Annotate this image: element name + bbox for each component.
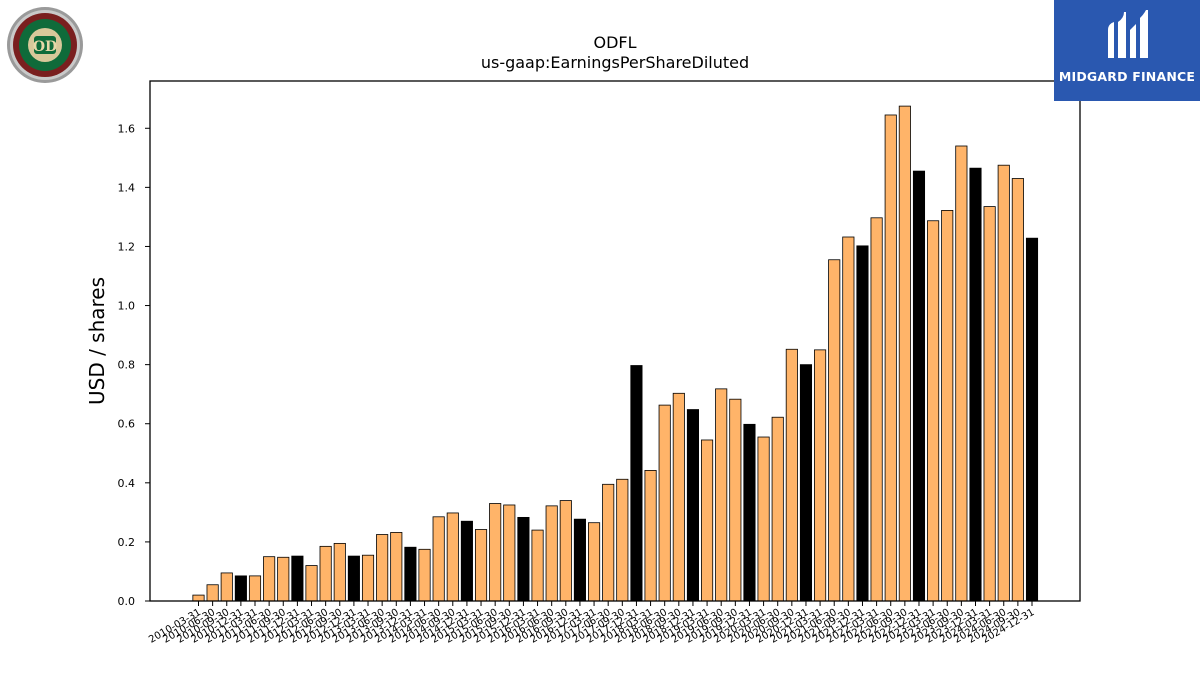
bar-2016-03-31 [531,529,544,602]
bar-2014-03-31 [418,548,431,602]
bar-2023-09-30 [955,145,968,602]
bar-2017-12-31 [630,365,643,602]
y-tick-label: 0.2 [118,536,136,549]
bar-2022-09-30 [898,105,911,602]
bar-2013-09-30 [390,532,403,602]
bar-2024-03-31 [983,206,996,602]
bar-2020-06-30 [771,416,784,602]
plot-frame [149,80,1081,602]
bar-2021-12-31 [856,245,869,602]
bar-2023-06-30 [941,210,954,602]
bar-2012-12-31 [347,555,360,602]
y-tick-label: 1.4 [118,181,136,194]
bar-2015-12-31 [517,516,530,602]
y-tick-label: 1.0 [118,300,136,313]
bar-2023-03-31 [927,220,940,602]
bar-2012-09-30 [333,542,346,602]
bar-2020-03-31 [757,436,770,602]
bar-2018-09-30 [672,392,685,602]
odfl-logo: OD [6,6,84,84]
bar-2010-03-31 [192,594,205,602]
bar-2014-06-30 [432,516,445,602]
bar-2015-03-31 [474,529,488,602]
bar-2024-06-30 [997,164,1010,602]
midgard-monogram-icon [1108,10,1148,58]
bar-2014-12-31 [460,520,473,602]
bar-2011-03-31 [248,575,262,602]
bar-2015-06-30 [489,503,502,602]
bar-2014-09-30 [446,512,459,602]
bar-2019-03-31 [701,439,714,602]
bar-2010-09-30 [220,572,233,602]
bar-2019-06-30 [715,388,728,602]
bar-2022-12-31 [912,170,926,602]
bar-2020-09-30 [785,348,798,602]
bar-2016-09-30 [559,500,572,602]
bar-2024-09-30 [1011,178,1024,602]
y-tick-label: 0.8 [118,359,136,372]
bar-2016-06-30 [545,505,558,602]
bar-2022-06-30 [884,114,897,602]
bar-2011-09-30 [277,556,290,602]
svg-text:OD: OD [33,39,57,55]
bars-group [192,105,1039,602]
bar-2018-06-30 [658,404,671,602]
chart-title: ODFL [593,33,636,52]
bar-2010-12-31 [234,575,247,602]
bar-2017-03-31 [588,522,601,602]
bar-2019-09-30 [729,398,742,602]
bar-2018-03-31 [644,470,657,602]
bar-2023-12-31 [969,167,982,602]
odfl-emblem-icon: OD [7,7,83,83]
midgard-finance-logo: MIDGARD FINANCE [1054,0,1200,101]
bar-2013-03-31 [361,554,375,602]
bar-2012-06-30 [319,545,332,602]
y-tick-label: 0.4 [118,477,136,490]
bar-2010-06-30 [206,584,219,602]
y-tick-label: 0.6 [118,418,136,431]
y-axis-label: USD / shares [85,277,109,405]
bar-2021-06-30 [828,259,841,602]
bar-2024-12-31 [1025,237,1039,602]
midgard-logo-text: MIDGARD FINANCE [1058,69,1196,84]
bar-2021-09-30 [842,236,855,602]
bar-2011-06-30 [263,556,276,602]
bar-2018-12-31 [686,409,699,602]
y-tick-label: 0.0 [118,595,136,608]
y-tick-label: 1.6 [118,122,136,135]
bar-2021-03-31 [814,349,827,602]
bar-2022-03-31 [870,217,883,602]
bar-2017-09-30 [616,478,629,602]
y-axis-ticks: 0.0 0.2 0.4 0.6 0.8 1.0 1.2 1.4 1.6 [118,122,150,608]
chart-subtitle: us-gaap:EarningsPerShareDiluted [481,53,749,72]
bar-2013-06-30 [376,534,389,602]
bar-2011-12-31 [291,555,304,602]
bar-2012-03-31 [305,565,318,602]
bar-2017-06-30 [602,483,615,602]
bar-2020-12-31 [799,364,813,602]
x-axis-ticks: 2010-03-312010-06-302010-09-302010-12-31… [147,601,1037,646]
bar-2016-12-31 [573,518,586,602]
bar-2019-12-31 [743,423,756,602]
bar-2013-12-31 [404,546,417,602]
y-tick-label: 1.2 [118,240,136,253]
bar-2015-09-30 [503,504,516,602]
